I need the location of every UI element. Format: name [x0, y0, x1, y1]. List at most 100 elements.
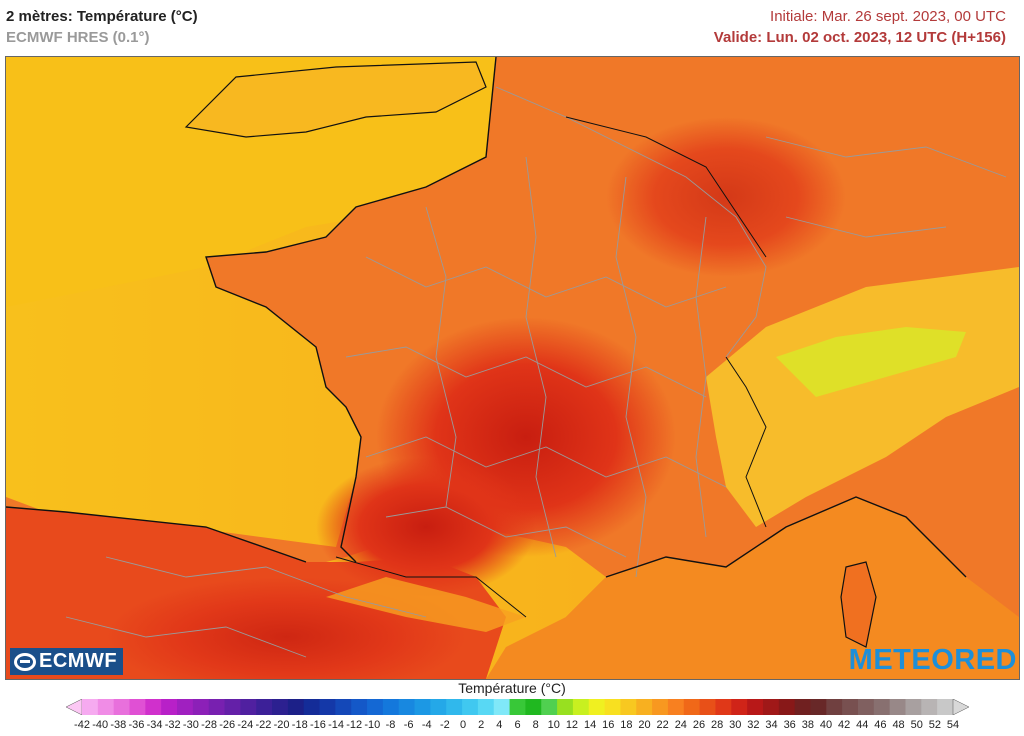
- legend-tick-label: 52: [928, 719, 941, 731]
- legend-tick-label: 44: [856, 719, 869, 731]
- initial-time: Initiale: Mar. 26 sept. 2023, 00 UTC: [770, 8, 1006, 25]
- legend-tick-label: 54: [946, 719, 960, 731]
- hot-zone-southwest: [316, 457, 536, 597]
- colorbar-swatch: [319, 699, 336, 715]
- colorbar-swatch: [541, 699, 558, 715]
- colorbar-swatch: [145, 699, 162, 715]
- colorbar-swatch: [382, 699, 400, 715]
- ecmwf-logo: ECMWF: [10, 648, 124, 675]
- colorbar-swatch: [256, 699, 273, 715]
- legend-tick-label: 22: [656, 719, 669, 731]
- colorbar-swatch: [762, 699, 780, 715]
- legend-tick-label: -32: [164, 719, 181, 731]
- colorbar-swatch: [715, 699, 732, 715]
- legend-tick-label: 18: [620, 719, 633, 731]
- national-border-north: [565, 116, 767, 258]
- legend-title: Température (°C): [458, 680, 566, 696]
- national-border-south: [335, 556, 527, 618]
- legend-tick-label: -8: [385, 719, 396, 731]
- colorbar-swatch: [699, 699, 716, 715]
- colorbar-swatch: [937, 699, 954, 715]
- legend-tick-label: -24: [237, 719, 254, 731]
- valid-time: Valide: Lun. 02 oct. 2023, 12 UTC (H+156…: [713, 29, 1006, 46]
- legend-tick-label: -20: [273, 719, 290, 731]
- legend-tick-label: 28: [710, 719, 724, 731]
- colorbar-swatch: [462, 699, 479, 715]
- mediterranean-sea: [486, 497, 1019, 679]
- legend-tick-label: 6: [514, 719, 521, 731]
- ecmwf-mark-icon: [14, 652, 36, 671]
- legend-tick-label: 20: [638, 719, 651, 731]
- colorbar-swatch: [224, 699, 241, 715]
- legend-tick-label: 26: [692, 719, 706, 731]
- iberia-coastline: [6, 506, 307, 563]
- colorbar-swatch: [636, 699, 653, 715]
- meteored-logo: METEORED: [848, 644, 1017, 676]
- legend-tick-label: 16: [602, 719, 615, 731]
- legend-tick-label: -12: [346, 719, 363, 731]
- legend-tick-label: 12: [565, 719, 579, 731]
- colorbar-swatch: [192, 699, 210, 715]
- colorbar-swatch: [525, 699, 542, 715]
- model-name: ECMWF HRES (0.1°): [6, 29, 150, 46]
- colorbar-swatch: [287, 699, 305, 715]
- colorbar-swatch: [129, 699, 146, 715]
- colorbar-swatch: [620, 699, 637, 715]
- mediterranean-coastline: [605, 496, 967, 578]
- legend-tick-label: 38: [801, 719, 814, 731]
- colorbar-min-arrow: [66, 699, 83, 715]
- legend-tick-label: -36: [128, 719, 145, 731]
- colorbar-swatch: [921, 699, 938, 715]
- colorbar-max-arrow: [952, 699, 969, 715]
- legend-tick-label: -18: [291, 719, 308, 731]
- colorbar-swatch: [794, 699, 811, 715]
- header-right: Initiale: Mar. 26 sept. 2023, 00 UTC Val…: [714, 8, 1006, 46]
- colorbar-swatch: [873, 699, 891, 715]
- legend-tick-label: -4: [421, 719, 432, 731]
- corsica-island: [840, 561, 877, 648]
- colorbar-swatch: [446, 699, 463, 715]
- legend-tick-label: -28: [201, 719, 217, 731]
- colorbar-swatch: [113, 699, 131, 715]
- colorbar-swatch: [604, 699, 621, 715]
- colorbar-swatch: [905, 699, 922, 715]
- colorbar-swatch: [398, 699, 416, 715]
- colorbar-swatch: [667, 699, 685, 715]
- alps-peaks: [776, 327, 966, 397]
- colorbar-swatch: [82, 699, 99, 715]
- colorbar-swatch: [351, 699, 368, 715]
- legend-tick-label: 0: [460, 719, 467, 731]
- legend-tick-label: 46: [874, 719, 887, 731]
- legend-tick-label: 42: [838, 719, 851, 731]
- legend-tick-label: 30: [729, 719, 742, 731]
- colorbar-swatch: [177, 699, 194, 715]
- legend-tick-label: -10: [364, 719, 381, 731]
- colorbar-swatch: [810, 699, 827, 715]
- color-bar: [66, 699, 969, 715]
- colorbar-swatch: [161, 699, 178, 715]
- colorbar-swatch: [889, 699, 906, 715]
- legend-tick-label: 40: [819, 719, 833, 731]
- colorbar-swatch: [826, 699, 843, 715]
- colorbar-swatch: [493, 699, 511, 715]
- colorbar-swatch: [509, 699, 526, 715]
- temperature-map[interactable]: ECMWF METEORED: [5, 56, 1020, 680]
- map-canvas: [6, 57, 1019, 679]
- colorbar-swatch: [842, 699, 859, 715]
- legend-tick-label: -40: [92, 719, 109, 731]
- legend-tick-label: 14: [583, 719, 597, 731]
- legend-tick-label: -38: [110, 719, 127, 731]
- ecmwf-logo-text: ECMWF: [39, 650, 118, 672]
- legend-tick-label: -6: [403, 719, 414, 731]
- legend-ticks: -42 -40 -38 -36 -34 -32 -30 -28 -26 -24 -22 -20 -18-…: [0, 719, 1024, 735]
- colorbar-swatch: [272, 699, 289, 715]
- colorbar-swatch: [367, 699, 384, 715]
- pyrenees-zone: [326, 577, 526, 632]
- colorbar-swatch: [414, 699, 431, 715]
- colorbar-swatch: [652, 699, 669, 715]
- legend-tick-label: 24: [674, 719, 687, 731]
- france-coastline: [205, 57, 497, 563]
- colorbar-swatch: [303, 699, 321, 715]
- england-coast: [184, 61, 487, 138]
- national-border-east: [725, 356, 767, 528]
